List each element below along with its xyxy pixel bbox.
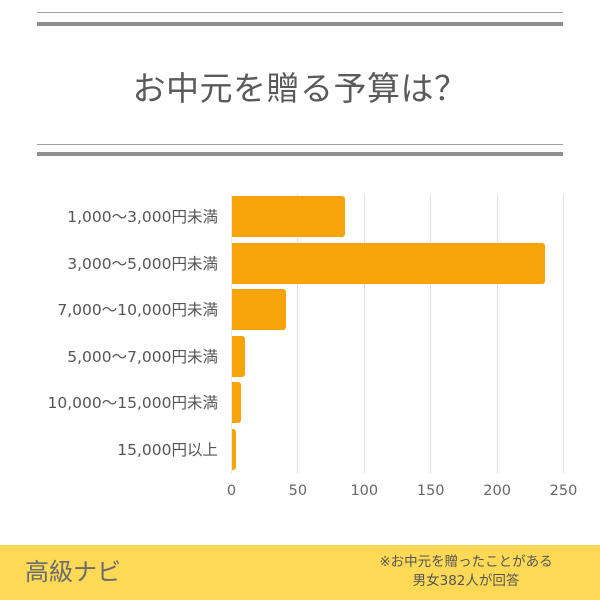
bar[interactable]	[232, 428, 236, 470]
x-tick-label: 50	[288, 483, 308, 499]
page-title: お中元を贈る予算は？	[132, 69, 468, 108]
gridline	[563, 194, 564, 473]
chart-row: 5,000〜7,000円未満	[0, 334, 600, 381]
bottom-rule-thick	[37, 152, 563, 156]
chart-row: 7,000〜10,000円未満	[0, 287, 600, 334]
x-tick-label: 150	[416, 483, 445, 499]
bar[interactable]	[232, 196, 345, 237]
x-tick-label: 0	[226, 483, 237, 499]
chart-row: 1,000〜3,000円未満	[0, 194, 600, 241]
site-logo[interactable]: 高級ナビ	[25, 558, 121, 586]
gridline	[430, 194, 432, 473]
x-tick-label: 200	[483, 483, 511, 499]
survey-note-line2: 男女382人が回答	[412, 573, 520, 589]
survey-note: ※お中元を贈ったことがある 男女382人が回答	[366, 553, 566, 591]
gridline	[496, 194, 498, 473]
category-label: 3,000〜5,000円未満	[67, 254, 218, 273]
bar[interactable]	[232, 242, 546, 284]
bar[interactable]	[232, 335, 246, 377]
category-label: 10,000〜15,000円未満	[47, 394, 218, 412]
gridline	[363, 194, 365, 473]
top-rule-thin	[37, 12, 563, 13]
bar[interactable]	[232, 289, 287, 330]
bar[interactable]	[232, 382, 242, 423]
chart-row: 15,000円以上	[0, 427, 600, 474]
footer-banner: 高級ナビ ※お中元を贈ったことがある 男女382人が回答	[0, 545, 600, 600]
gridline	[231, 194, 232, 473]
survey-note-line1: ※お中元を贈ったことがある	[379, 554, 553, 570]
category-label: 5,000〜7,000円未満	[67, 347, 218, 366]
top-rule-thick	[37, 22, 563, 26]
bottom-rule-thin	[37, 144, 563, 145]
x-tick-label: 100	[350, 483, 379, 499]
x-tick-label: 250	[549, 483, 578, 499]
category-label: 15,000円以上	[117, 440, 218, 459]
chart-row: 10,000〜15,000円未満	[0, 380, 600, 427]
gridline	[297, 194, 299, 473]
chart-row: 3,000〜5,000円未満	[0, 241, 600, 288]
category-label: 1,000〜3,000円未満	[67, 208, 218, 226]
bar-chart: 1,000〜3,000円未満 3,000〜5,000円未満 7,000〜10,000…	[0, 194, 600, 514]
category-label: 7,000〜10,000円未満	[57, 301, 218, 319]
